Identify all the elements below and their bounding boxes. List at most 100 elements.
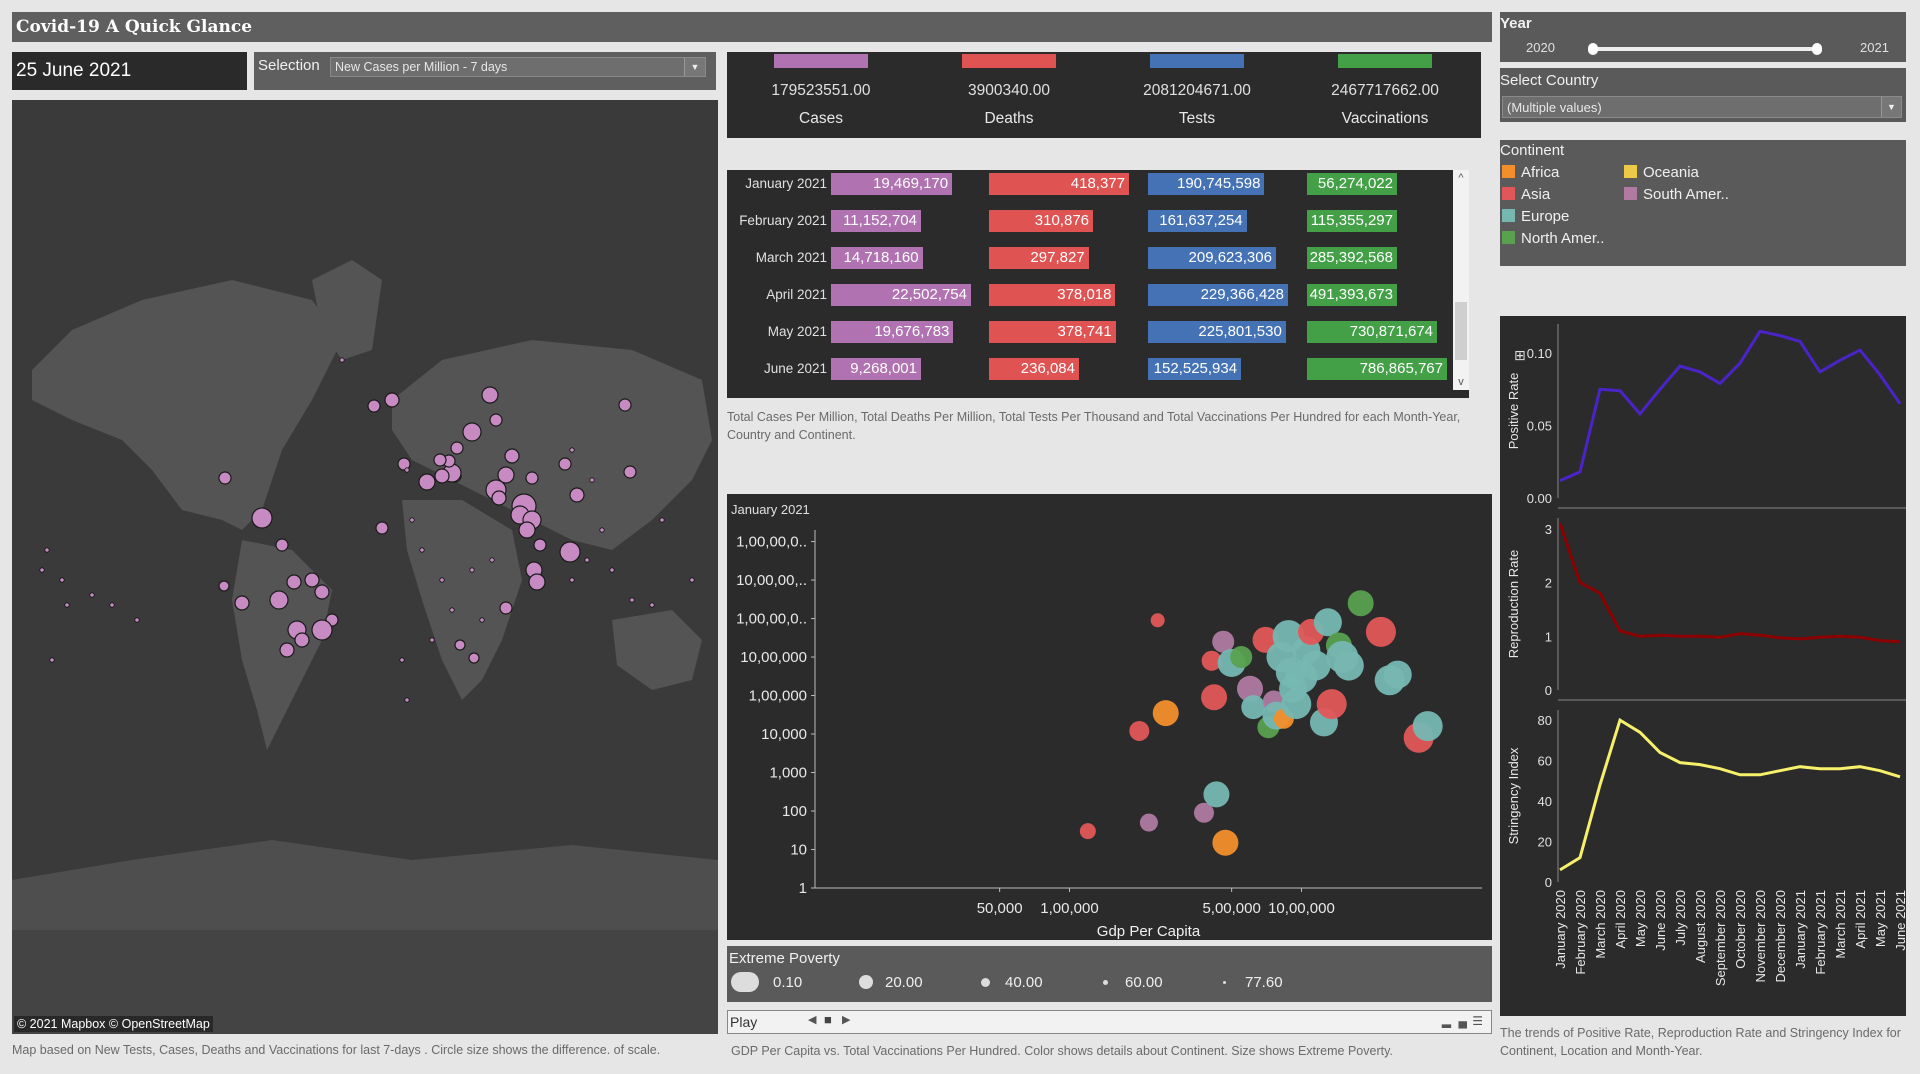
country-marker[interactable] [528,573,546,591]
country-marker[interactable] [491,490,507,506]
country-marker[interactable] [397,457,411,471]
year-slider-track[interactable] [1592,47,1816,51]
country-marker[interactable] [286,574,302,590]
scatter-point[interactable] [1281,689,1312,720]
map-attribution[interactable]: © 2021 Mapbox © OpenStreetMap [14,1016,213,1032]
vaccinations-bar[interactable]: 56,274,022 [1307,173,1397,195]
country-marker[interactable] [134,617,140,623]
country-marker[interactable] [384,392,400,408]
country-marker[interactable] [314,584,330,600]
country-marker[interactable] [479,617,485,623]
country-marker[interactable] [275,538,289,552]
country-marker[interactable] [584,557,590,563]
country-marker[interactable] [449,607,455,613]
country-marker[interactable] [311,619,333,641]
country-marker[interactable] [569,577,575,583]
stop-icon[interactable]: ■ [824,1012,832,1027]
step-forward-icon[interactable]: ▶ [842,1014,851,1026]
total-vaccinations[interactable]: 2467717662.00 Vaccinations [1291,52,1479,138]
table-row[interactable]: June 2021 9,268,001 236,084 152,525,934 786,… [727,355,1452,383]
continent-item-south-america[interactable]: South Amer.. [1624,186,1729,203]
scatter-point[interactable] [1212,829,1239,856]
table-row[interactable]: May 2021 19,676,783 378,741 225,801,530 730,… [727,318,1452,346]
table-row[interactable]: January 2021 19,469,170 418,377 190,745,598… [727,170,1452,198]
country-marker[interactable] [269,590,289,610]
country-marker[interactable] [64,602,70,608]
tests-bar[interactable]: 209,623,306 [1148,247,1276,269]
selection-dropdown[interactable]: New Cases per Million - 7 days ▼ [330,57,706,77]
country-marker[interactable] [499,601,513,615]
scatter-point[interactable] [1230,646,1253,669]
chevron-down-icon[interactable]: ▼ [1881,97,1901,117]
country-marker[interactable] [59,577,65,583]
scroll-down-icon[interactable]: v [1458,376,1464,388]
country-marker[interactable] [623,465,637,479]
scatter-point[interactable] [1203,781,1230,808]
vaccinations-bar[interactable]: 115,355,297 [1307,210,1397,232]
scroll-thumb[interactable] [1455,302,1467,360]
trends-panel[interactable]: 0.00 0.05 0.10 Positive Rate 0 1 2 3 Reproductio… [1500,316,1908,1016]
country-marker[interactable] [439,577,445,583]
tests-bar[interactable]: 229,366,428 [1148,284,1288,306]
country-marker[interactable] [569,487,585,503]
country-marker[interactable] [44,547,50,553]
scatter-point[interactable] [1152,700,1179,727]
country-marker[interactable] [404,697,410,703]
country-marker[interactable] [454,639,466,651]
cases-bar[interactable]: 22,502,754 [831,284,971,306]
scatter-point[interactable] [1300,650,1331,681]
country-marker[interactable] [689,577,695,583]
scatter-point[interactable] [1316,689,1347,720]
country-marker[interactable] [404,467,410,473]
country-marker[interactable] [419,547,425,553]
scatter-point[interactable] [1212,630,1235,653]
cases-bar[interactable]: 11,152,704 [831,210,921,232]
deaths-bar[interactable]: 236,084 [989,358,1079,380]
country-marker[interactable] [49,657,55,663]
step-back-icon[interactable]: ◀ [808,1014,817,1026]
country-marker[interactable] [649,602,655,608]
total-tests[interactable]: 2081204671.00 Tests [1103,52,1291,138]
country-marker[interactable] [39,567,45,573]
deaths-bar[interactable]: 378,018 [989,284,1116,306]
country-marker[interactable] [433,453,447,467]
cases-bar[interactable]: 14,718,160 [831,247,923,269]
scatter-point[interactable] [1193,802,1214,823]
speed-mid-icon[interactable]: ▄ [1458,1014,1467,1028]
country-marker[interactable] [558,457,572,471]
scatter-point[interactable] [1201,684,1228,711]
continent-item-africa[interactable]: Africa [1502,164,1559,181]
country-marker[interactable] [339,357,345,363]
country-marker[interactable] [251,507,273,529]
chevron-down-icon[interactable]: ▼ [684,58,705,76]
table-row[interactable]: March 2021 14,718,160 297,827 209,623,306 28… [727,244,1452,272]
country-marker[interactable] [304,572,320,588]
table-scrollbar[interactable]: ^ v [1453,170,1469,390]
country-marker[interactable] [504,448,520,464]
scatter-point[interactable] [1365,616,1396,647]
country-marker[interactable] [279,642,295,658]
country-marker[interactable] [559,541,581,563]
country-marker[interactable] [518,521,536,539]
country-marker[interactable] [469,567,475,573]
continent-item-north-america[interactable]: North Amer.. [1502,230,1604,247]
continent-item-asia[interactable]: Asia [1502,186,1550,203]
country-marker[interactable] [489,557,495,563]
cases-bar[interactable]: 19,469,170 [831,173,953,195]
country-marker[interactable] [294,632,310,648]
deaths-bar[interactable]: 378,741 [989,321,1116,343]
country-marker[interactable] [525,471,539,485]
world-map[interactable]: © 2021 Mapbox © OpenStreetMap [12,100,718,1034]
vaccinations-bar[interactable]: 285,392,568 [1307,247,1397,269]
country-marker[interactable] [489,413,503,427]
country-marker[interactable] [481,386,499,404]
country-marker[interactable] [599,527,605,533]
cases-bar[interactable]: 19,676,783 [831,321,954,343]
vaccinations-bar[interactable]: 491,393,673 [1307,284,1397,306]
country-marker[interactable] [659,517,665,523]
table-row[interactable]: April 2021 22,502,754 378,018 229,366,428 49… [727,281,1452,309]
continent-item-oceania[interactable]: Oceania [1624,164,1699,181]
country-marker[interactable] [367,399,381,413]
monthly-table[interactable]: January 2021 19,469,170 418,377 190,745,598… [727,170,1469,398]
country-marker[interactable] [462,422,482,442]
